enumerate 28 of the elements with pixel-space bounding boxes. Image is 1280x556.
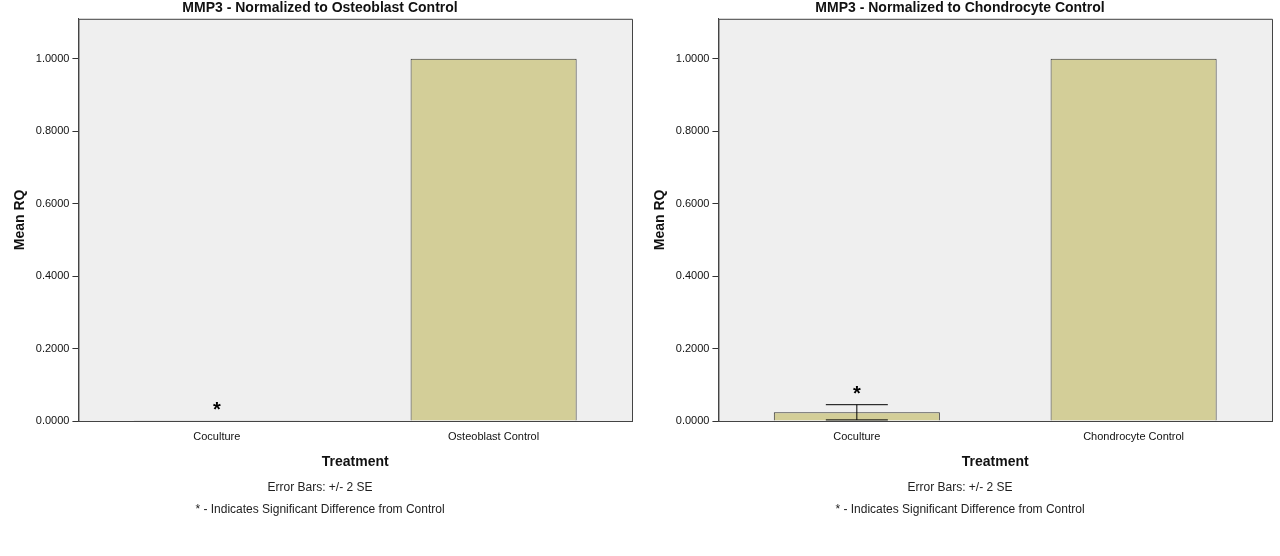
- y-tick-label: 0.0000: [35, 414, 70, 427]
- y-tick-label: 0.6000: [675, 196, 710, 209]
- x-tick-label: Osteoblast Control: [448, 429, 540, 442]
- y-tick-label: 0.2000: [35, 341, 70, 354]
- text: * - Indicates Significant Difference from Control: [194, 502, 446, 516]
- y-tick-label: 0.0000: [675, 414, 710, 427]
- x-tick-label: Coculture: [833, 429, 881, 442]
- annotation: *: [212, 398, 221, 421]
- y-tick-label: 1.0000: [675, 51, 710, 64]
- chart-title: MMP3 - Normalized to Osteoblast Control: [182, 0, 458, 16]
- chart-title: MMP3 - Normalized to Chondrocyte Control: [815, 0, 1105, 16]
- text: Error Bars: +/- 2 SE: [266, 480, 374, 494]
- annotation: *: [852, 382, 861, 405]
- x-tick-label: Chondrocyte Control: [1083, 429, 1185, 442]
- y-tick-label: 0.8000: [675, 124, 710, 137]
- y-tick-label: 0.6000: [35, 196, 70, 209]
- y-axis-title: Mean RQ: [651, 189, 668, 251]
- text: * - Indicates Significant Difference from Control: [834, 502, 1086, 516]
- x-axis-title: Treatment: [321, 453, 390, 470]
- y-tick-label: 1.0000: [35, 51, 70, 64]
- y-tick-label: 0.2000: [675, 341, 710, 354]
- y-tick-label: 0.4000: [675, 269, 710, 282]
- y-tick-label: 0.8000: [35, 124, 70, 137]
- x-axis-title: Treatment: [961, 453, 1030, 470]
- y-tick-label: 0.4000: [35, 269, 70, 282]
- text: Error Bars: +/- 2 SE: [906, 480, 1014, 494]
- x-tick-label: Coculture: [193, 429, 241, 442]
- y-axis-title: Mean RQ: [11, 189, 28, 251]
